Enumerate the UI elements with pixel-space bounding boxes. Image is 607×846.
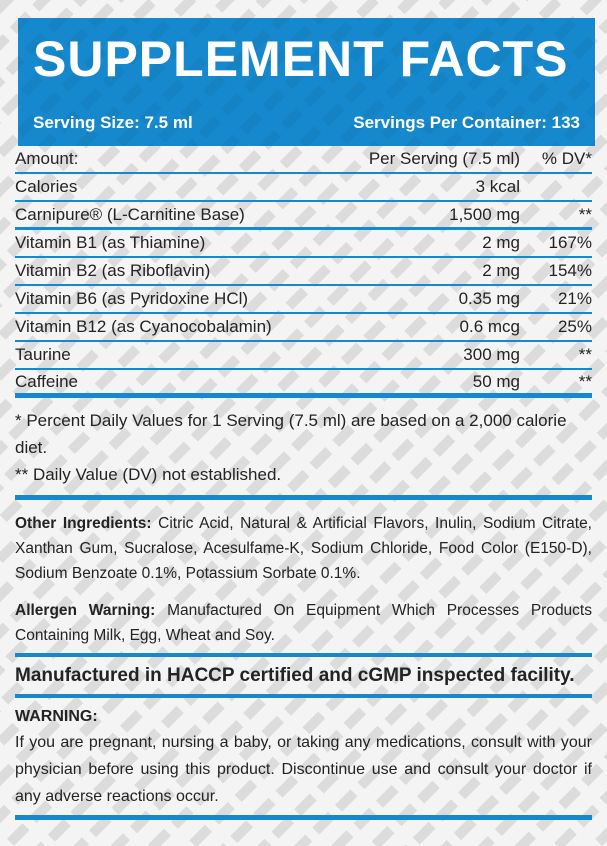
nutrient-amount: 50 mg: [472, 371, 520, 391]
nutrient-name: Calories: [15, 177, 78, 196]
serving-info-row: Serving Size: 7.5 ml Servings Per Contai…: [33, 113, 580, 133]
dv-footnote: * Percent Daily Values for 1 Serving (7.…: [15, 411, 567, 457]
allergen-warning-text: Manufactured On Equipment Which Processe…: [15, 602, 592, 644]
table-row: Vitamin B6 (as Pyridoxine HCl) 0.35 mg 2…: [15, 286, 592, 314]
nutrient-name: Vitamin B1 (as Thiamine): [15, 233, 206, 252]
nutrient-amount: 1,500 mg: [449, 204, 520, 224]
nutrient-amount: 2 mg: [482, 233, 520, 252]
nutrient-amount: 0.6 mcg: [459, 317, 520, 336]
nutrient-name: Vitamin B12 (as Cyanocobalamin): [15, 317, 272, 336]
warning-label: WARNING:: [15, 708, 98, 725]
nutrient-name: Taurine: [15, 345, 71, 364]
header-panel: SUPPLEMENT FACTS Serving Size: 7.5 ml Se…: [18, 18, 595, 146]
nutrient-dv: **: [578, 371, 592, 391]
other-ingredients: Other Ingredients: Citric Acid, Natural …: [15, 511, 592, 586]
allergen-warning: Allergen Warning: Manufactured On Equipm…: [15, 598, 592, 648]
warning-text: If you are pregnant, nursing a baby, or …: [15, 734, 592, 805]
facts-body: Amount: Per Serving (7.5 ml) % DV* Calor…: [15, 146, 592, 820]
table-row: Taurine 300 mg **: [15, 342, 592, 370]
other-ingredients-text: Citric Acid, Natural & Artificial Flavor…: [15, 515, 592, 582]
nutrient-name: Vitamin B6 (as Pyridoxine HCl): [15, 289, 249, 308]
nutrient-dv: **: [578, 345, 592, 364]
nutrient-amount: 3 kcal: [475, 177, 520, 196]
table-row: Vitamin B2 (as Riboflavin) 2 mg 154%: [15, 258, 592, 286]
section-divider: [15, 495, 592, 500]
column-header-amount: Amount:: [15, 149, 79, 168]
table-header-row: Amount: Per Serving (7.5 ml) % DV*: [15, 146, 592, 174]
bottom-divider: [15, 815, 592, 820]
nutrient-dv: 167%: [548, 233, 592, 252]
page-title: SUPPLEMENT FACTS: [33, 31, 569, 87]
nutrient-dv: 154%: [548, 261, 592, 280]
nutrient-dv: 21%: [557, 289, 592, 308]
nutrient-amount: 2 mg: [482, 261, 520, 280]
other-ingredients-label: Other Ingredients:: [15, 515, 152, 532]
section-divider: [15, 653, 592, 657]
allergen-warning-label: Allergen Warning:: [15, 602, 156, 619]
table-row: Caffeine 50 mg **: [15, 370, 592, 398]
nutrient-dv: **: [578, 204, 592, 224]
nutrient-amount: 300 mg: [463, 345, 520, 364]
nutrient-amount: 0.35 mg: [458, 289, 520, 308]
servings-per-container-text: Servings Per Container: 133: [353, 113, 580, 132]
nutrient-name: Vitamin B2 (as Riboflavin): [15, 261, 211, 280]
serving-size-text: Serving Size: 7.5 ml: [33, 113, 193, 132]
table-row: Calories 3 kcal: [15, 174, 592, 202]
column-header-per-serving: Per Serving (7.5 ml): [368, 149, 520, 168]
nutrient-name: Caffeine: [15, 371, 79, 391]
dv-not-established-footnote: ** Daily Value (DV) not established.: [15, 465, 282, 484]
table-row: Vitamin B12 (as Cyanocobalamin) 0.6 mcg …: [15, 314, 592, 342]
nutrient-dv: 25%: [557, 317, 592, 336]
section-divider: [15, 694, 592, 698]
table-row: Vitamin B1 (as Thiamine) 2 mg 167%: [15, 230, 592, 258]
nutrient-name: Carnipure® (L-Carnitine Base): [15, 204, 245, 224]
table-row: Carnipure® (L-Carnitine Base) 1,500 mg *…: [15, 202, 592, 230]
column-header-dv: % DV*: [541, 149, 592, 168]
footnotes: * Percent Daily Values for 1 Serving (7.…: [15, 398, 592, 495]
facility-statement: Manufactured in HACCP certified and cGMP…: [15, 665, 575, 686]
